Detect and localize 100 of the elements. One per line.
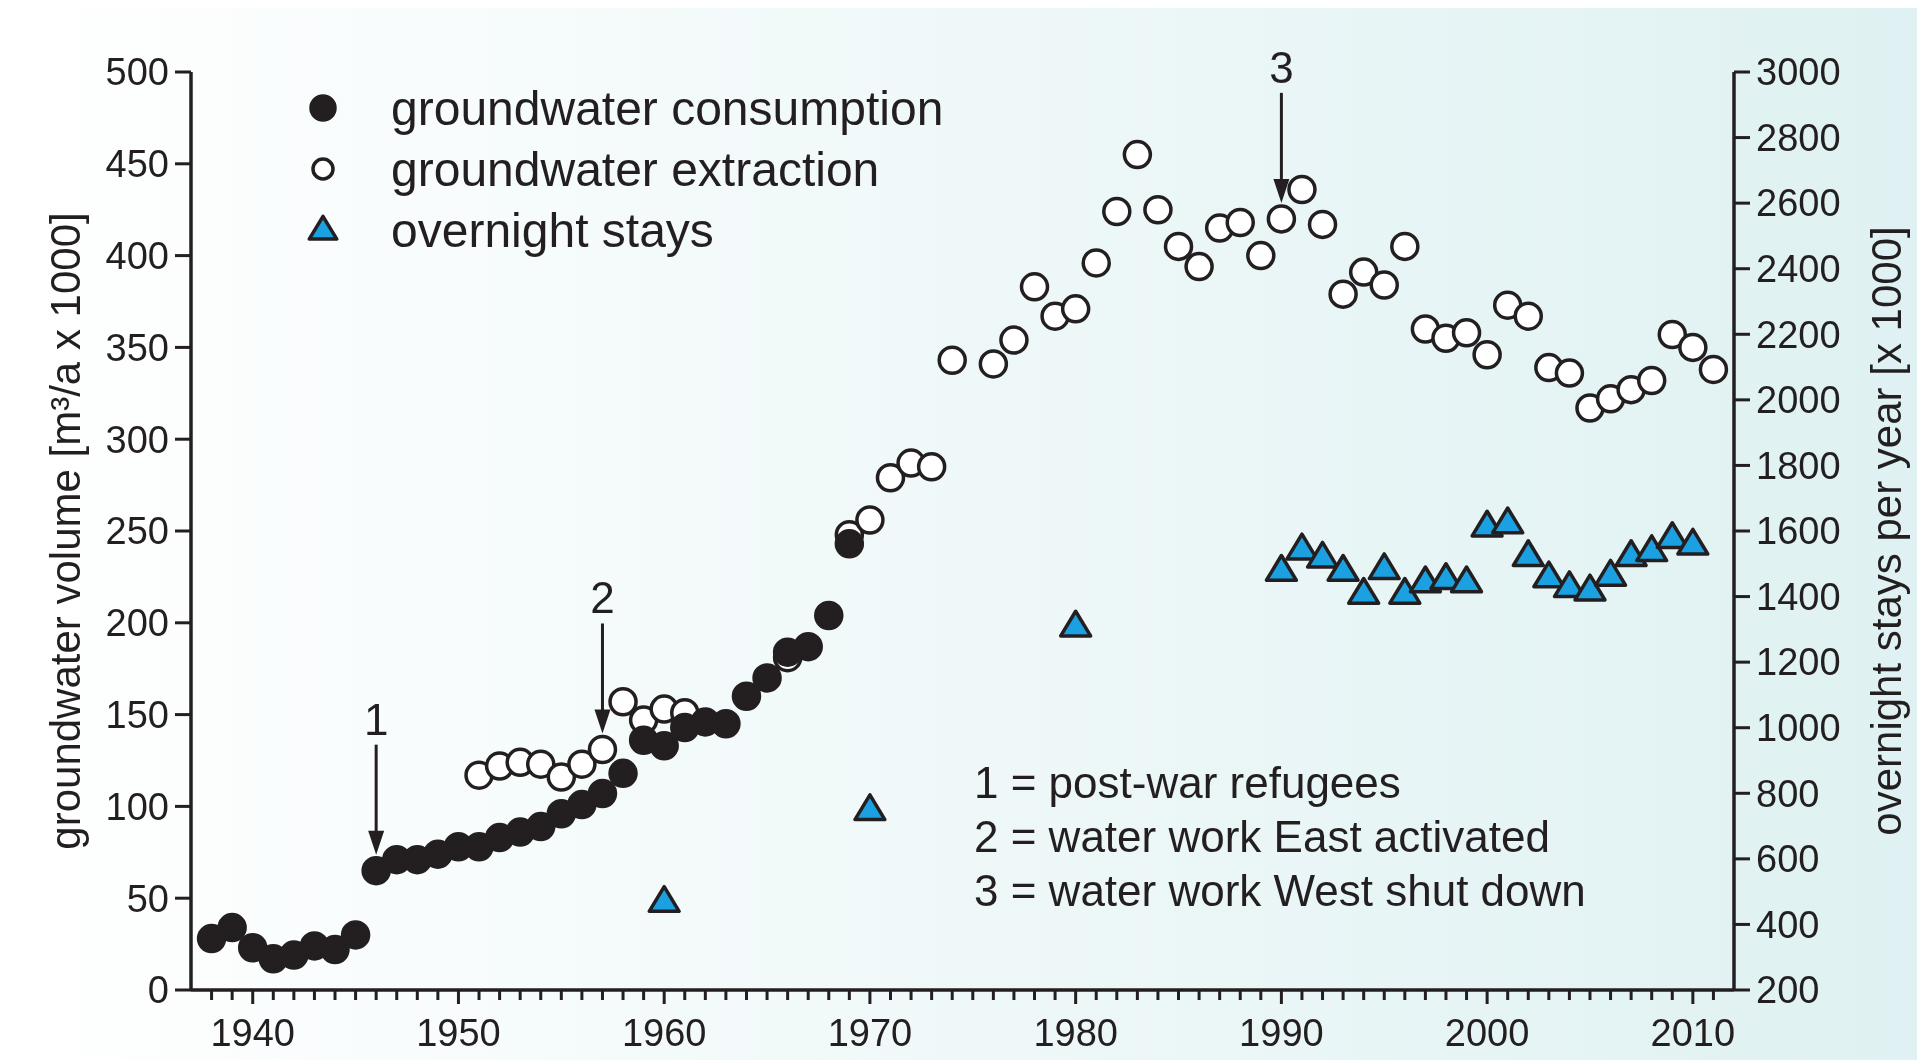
legend-label: groundwater consumption	[391, 81, 944, 135]
x-tick-label: 1980	[1033, 1012, 1118, 1054]
point	[608, 758, 638, 789]
y-tick-label: 50	[126, 877, 169, 920]
annotation: 3 = water work West shut down	[974, 866, 1586, 915]
point	[1122, 139, 1153, 170]
x-tick-label: 1950	[416, 1012, 501, 1054]
point	[1593, 558, 1628, 587]
y2-tick-label: 1200	[1756, 641, 1841, 684]
y-axis-title: groundwater volume [m³/a x 1000]	[42, 212, 89, 850]
point	[546, 762, 577, 792]
point	[1328, 279, 1358, 309]
legend-label: overnight stays	[391, 203, 714, 257]
y-tick-label: 250	[105, 510, 169, 553]
annotation: 2	[590, 573, 615, 623]
annotation: 1	[363, 694, 389, 744]
point	[526, 749, 556, 779]
x-tick-label: 1960	[621, 1012, 707, 1054]
point	[1246, 240, 1276, 271]
point	[217, 912, 247, 943]
point	[1143, 194, 1173, 225]
point	[752, 663, 782, 693]
point	[1266, 204, 1297, 234]
point	[196, 923, 227, 954]
point	[1287, 174, 1317, 205]
point	[978, 349, 1009, 379]
annotation: 3	[1269, 42, 1294, 92]
point	[647, 884, 681, 914]
point	[1019, 272, 1050, 302]
y-tick-label: 400	[105, 234, 169, 277]
x-tick-label: 2010	[1650, 1012, 1736, 1054]
x-tick-label: 1970	[827, 1012, 913, 1054]
point	[1367, 552, 1401, 581]
point	[1307, 209, 1338, 240]
point	[834, 529, 865, 559]
y2-tick-label: 1800	[1756, 444, 1841, 487]
x-tick-label: 2000	[1444, 1012, 1530, 1054]
y2-tick-label: 1400	[1756, 575, 1841, 618]
point	[1678, 332, 1708, 363]
y2-tick-label: 200	[1756, 969, 1820, 1012]
point	[1326, 553, 1360, 582]
legend-label: groundwater extraction	[391, 142, 880, 196]
point	[526, 811, 556, 842]
point	[1513, 301, 1544, 331]
y2-tick-label: 400	[1756, 903, 1820, 946]
point	[793, 631, 823, 662]
point	[1163, 231, 1194, 262]
y-tick-label: 100	[105, 785, 169, 828]
y2-axis-title: overnight stays per year [x 1000]	[1863, 226, 1910, 836]
point	[587, 734, 618, 765]
annotation: 2 = water work East activated	[974, 812, 1550, 861]
point	[1305, 540, 1340, 569]
point	[1472, 339, 1502, 370]
y2-tick-label: 2800	[1756, 116, 1841, 159]
point	[875, 463, 906, 493]
point	[999, 325, 1029, 355]
point	[1511, 539, 1545, 568]
point	[1081, 248, 1111, 278]
point	[814, 600, 844, 631]
y2-tick-label: 2200	[1756, 313, 1841, 356]
point	[1657, 319, 1688, 350]
y-tick-label: 350	[105, 326, 169, 369]
point	[1390, 231, 1420, 262]
point	[1451, 317, 1482, 348]
y-tick-label: 200	[105, 602, 169, 645]
point	[567, 789, 597, 820]
y2-tick-label: 600	[1756, 838, 1820, 881]
point	[649, 731, 679, 761]
y2-tick-label: 3000	[1756, 51, 1841, 94]
point	[937, 345, 967, 375]
point	[567, 749, 597, 779]
y-tick-label: 0	[147, 969, 169, 1012]
point	[1388, 576, 1422, 605]
point	[587, 778, 618, 809]
point	[1490, 506, 1525, 535]
point	[1698, 354, 1729, 385]
point	[1348, 257, 1379, 287]
point	[1058, 609, 1093, 638]
point	[1346, 576, 1381, 605]
point	[1060, 294, 1091, 324]
y-tick-label: 450	[105, 143, 169, 186]
point	[731, 681, 762, 711]
point	[320, 934, 350, 965]
annotation: 1 = post-war refugees	[974, 758, 1401, 807]
point	[1449, 565, 1484, 594]
point	[1102, 196, 1132, 227]
point	[361, 855, 391, 886]
point	[711, 709, 741, 739]
point	[1554, 358, 1585, 388]
y-tick-label: 300	[105, 418, 169, 461]
point	[1676, 527, 1710, 556]
y2-tick-label: 2600	[1756, 182, 1841, 225]
y2-tick-label: 1600	[1756, 510, 1841, 553]
y2-tick-label: 800	[1756, 772, 1820, 815]
point	[1635, 534, 1669, 563]
point	[608, 687, 638, 717]
y-tick-label: 500	[105, 51, 169, 94]
x-tick-label: 1940	[210, 1012, 295, 1054]
y-tick-label: 150	[105, 693, 169, 736]
y2-tick-label: 2400	[1756, 248, 1841, 291]
